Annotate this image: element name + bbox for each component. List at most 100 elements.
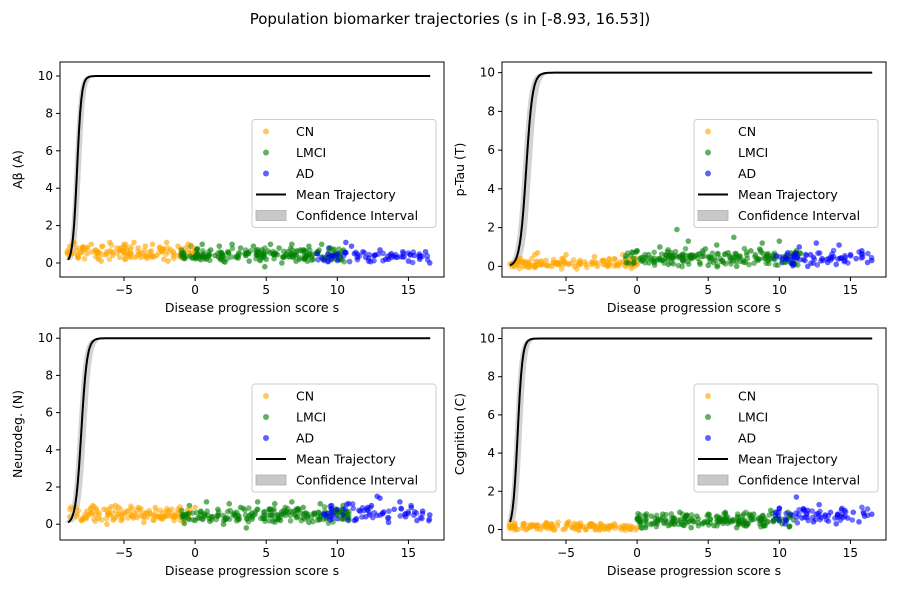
y-tick-label: 8 (487, 104, 495, 118)
data-point (226, 500, 233, 507)
data-point (165, 249, 172, 255)
y-tick-label: 10 (38, 331, 53, 345)
data-point (527, 524, 534, 531)
data-point (247, 248, 254, 254)
data-point (682, 245, 689, 252)
data-point (371, 509, 378, 516)
data-point (759, 240, 766, 246)
legend-box (251, 119, 437, 228)
data-point (304, 253, 310, 259)
legend: CN LMCI AD Mean Trajectory Confidence Interv… (251, 383, 437, 493)
y-axis-label: Aβ (A) (10, 150, 25, 189)
legend-label: Mean Trajectory (296, 187, 396, 202)
data-point (805, 517, 811, 524)
data-point (835, 511, 841, 517)
data-point (298, 248, 305, 255)
y-tick-label: 2 (487, 221, 495, 235)
data-point (328, 252, 335, 259)
data-point (407, 252, 414, 258)
data-point (684, 513, 690, 519)
data-point (816, 250, 823, 256)
data-point (96, 509, 102, 516)
data-point (682, 252, 689, 259)
data-point (574, 259, 581, 266)
data-point (648, 520, 655, 527)
data-point (190, 254, 196, 261)
legend-marker-cn (705, 128, 711, 135)
data-point (741, 245, 748, 252)
data-point (106, 510, 112, 517)
data-point (568, 260, 575, 266)
data-point (371, 252, 378, 259)
data-point (380, 257, 386, 264)
data-point (384, 515, 391, 521)
data-point (207, 257, 213, 264)
data-point (757, 518, 764, 525)
chart-panel: −5 0 5 10 15 0 2 4 6 8 10 Disease progression score… (10, 327, 445, 578)
data-point (751, 260, 757, 266)
data-point (253, 255, 259, 262)
data-point (679, 263, 685, 270)
data-point (163, 239, 170, 246)
data-point (128, 244, 134, 250)
data-point (736, 520, 743, 526)
legend-label: Mean Trajectory (738, 452, 838, 467)
data-point (612, 256, 618, 263)
legend-label: LMCI (296, 410, 326, 425)
data-point (653, 512, 660, 519)
legend-box (693, 119, 879, 228)
legend-marker-ad (263, 435, 269, 441)
data-point (864, 506, 871, 512)
data-point (328, 509, 335, 515)
plot-area (506, 337, 877, 534)
data-point (240, 505, 247, 512)
data-point (87, 505, 94, 511)
data-point (836, 242, 842, 248)
data-point (148, 252, 155, 259)
data-point (684, 519, 691, 526)
legend-marker-lmci (705, 414, 711, 420)
data-point (695, 520, 702, 526)
data-point (189, 510, 196, 516)
data-point (75, 254, 81, 261)
data-point (856, 519, 862, 525)
data-point (199, 241, 206, 248)
data-point (766, 512, 773, 518)
data-point (119, 514, 125, 520)
data-point (679, 257, 686, 263)
data-point (766, 260, 772, 267)
data-point (228, 254, 235, 260)
data-point (564, 522, 570, 528)
x-axis-label: Disease progression score s (165, 300, 339, 315)
data-point (727, 254, 733, 260)
data-point (662, 252, 669, 258)
data-point (521, 520, 528, 527)
data-point (664, 518, 670, 525)
data-point (262, 263, 268, 270)
data-point (809, 508, 815, 514)
data-point (803, 252, 810, 259)
legend-label: AD (296, 166, 314, 181)
x-tick-label: −5 (557, 283, 575, 297)
data-point (629, 249, 635, 255)
legend-label: AD (738, 166, 756, 181)
data-point (847, 253, 854, 259)
data-point (623, 524, 630, 530)
data-point (864, 259, 871, 266)
x-tick-label: 10 (772, 546, 787, 560)
data-point (653, 523, 660, 530)
data-point (672, 248, 679, 255)
data-point (252, 509, 258, 516)
data-point (198, 257, 204, 263)
data-point (379, 511, 386, 517)
data-point (690, 518, 696, 525)
data-point (271, 255, 277, 262)
data-point (229, 245, 236, 252)
legend-label: AD (296, 431, 314, 446)
x-tick-label: 15 (401, 546, 416, 560)
data-point (711, 255, 718, 261)
data-point (688, 524, 694, 531)
data-point (601, 525, 608, 532)
data-point (170, 249, 177, 255)
data-point (782, 516, 789, 522)
